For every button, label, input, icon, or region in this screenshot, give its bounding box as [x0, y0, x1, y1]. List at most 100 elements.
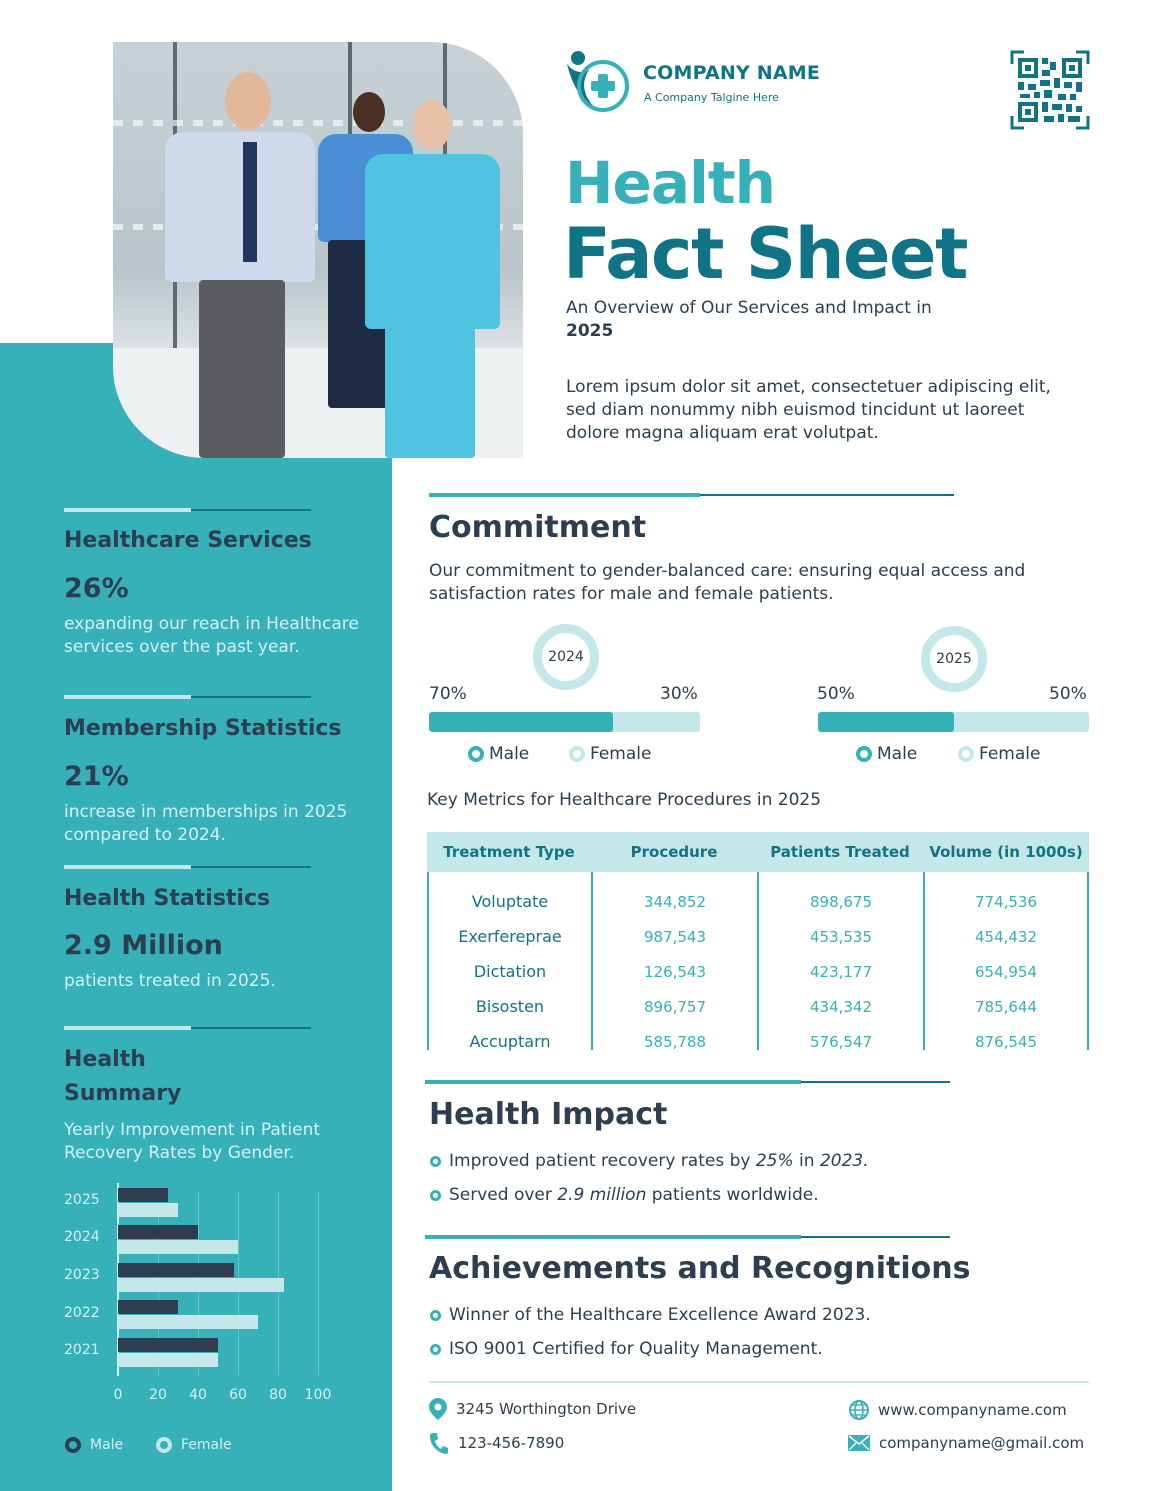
qr-code-icon[interactable]: [1010, 50, 1090, 130]
chart-bar-female-2025: [118, 1203, 178, 1217]
healthcare-services-stat: 26%: [64, 573, 129, 604]
table-cell: 654,954: [974, 963, 1038, 981]
table-cell: 423,177: [809, 963, 873, 981]
chart-x-label: 40: [189, 1387, 207, 1403]
chart-x-label: 80: [269, 1387, 287, 1403]
section-divider: [425, 1080, 950, 1084]
sidebar-divider: [64, 1026, 311, 1030]
sidebar-panel: [0, 343, 392, 1491]
membership-statistics-heading: Membership Statistics: [64, 716, 342, 741]
bullet-icon: [430, 1189, 441, 1201]
health-summary-heading: Health Summary: [64, 1043, 181, 1111]
healthcare-services-description: expanding our reach in Healthcare servic…: [64, 614, 359, 657]
contact-phone[interactable]: 123-456-7890: [429, 1432, 564, 1454]
company-name: COMPANY NAME: [643, 62, 821, 84]
contact-website[interactable]: www.companyname.com: [849, 1400, 1067, 1420]
male-dot-icon: [856, 746, 872, 762]
company-tagline: A Company Talgine Here: [644, 91, 779, 104]
chart-gridline: [318, 1192, 319, 1375]
table-cell: 453,535: [809, 928, 873, 946]
chart-legend-female-label: Female: [181, 1437, 232, 1453]
treatment-type-cell: Accuptarn: [469, 1032, 551, 1051]
subtitle-year: 2025: [566, 321, 614, 341]
impact-emphasis: 25%: [755, 1151, 794, 1171]
commitment-heading: Commitment: [429, 510, 647, 545]
chart-bar-male-2022: [118, 1300, 178, 1314]
chart-x-label: 0: [113, 1387, 123, 1403]
impact-item: Improved patient recovery rates by 25% i…: [430, 1151, 869, 1171]
table-cell: 876,545: [974, 1033, 1038, 1051]
gender-bar-2024: [429, 712, 700, 732]
table-cell: 344,852: [643, 893, 707, 911]
male-dot-icon: [468, 746, 484, 762]
chart-x-label: 100: [304, 1387, 332, 1403]
legend-male-2024: Male: [468, 744, 529, 764]
achievement-text: ISO 9001 Certified for Quality Managemen…: [449, 1339, 823, 1359]
email-icon: [848, 1435, 870, 1451]
table-cell: 454,432: [974, 928, 1038, 946]
gender-bar-2025: [818, 712, 1089, 732]
table-cell: 896,757: [643, 998, 707, 1016]
impact-emphasis: 2.9 million: [557, 1185, 647, 1205]
table-cell: 434,342: [809, 998, 873, 1016]
website-link[interactable]: www.companyname.com: [878, 1401, 1067, 1419]
column-header: Patients Treated: [770, 843, 910, 861]
legend-male-2025: Male: [856, 744, 917, 764]
chart-bar-male-2023: [118, 1263, 234, 1277]
chart-x-label: 20: [149, 1387, 167, 1403]
impact-text: Improved patient recovery rates by: [449, 1151, 751, 1171]
legend-male-label: Male: [489, 744, 530, 764]
title-fact-sheet: Fact Sheet: [563, 213, 968, 295]
commitment-description: Our commitment to gender-balanced care: …: [429, 561, 1026, 604]
bullet-icon: [430, 1155, 441, 1167]
sidebar-divider: [64, 865, 311, 869]
chart-y-label: 2025: [64, 1192, 100, 1208]
health-summary-heading-line2: Summary: [64, 1081, 182, 1106]
health-statistics-stat: 2.9 Million: [64, 930, 223, 961]
table-cell: 576,547: [809, 1033, 873, 1051]
hero-photo-medical-staff: [113, 42, 523, 458]
female-dot-icon: [958, 746, 974, 762]
table-header: Treatment Type Procedure Patients Treate…: [427, 832, 1089, 872]
address-text: 3245 Worthington Drive: [456, 1400, 637, 1418]
bullet-icon: [430, 1309, 441, 1321]
chart-y-label: 2024: [64, 1229, 100, 1245]
globe-icon: [849, 1400, 869, 1420]
treatment-type-cell: Exerfereprae: [458, 927, 562, 946]
table-column: Voluptate Exerfereprae Dictation Bisosten Ac…: [427, 872, 591, 1051]
legend-female-2025: Female: [958, 744, 1040, 764]
section-divider: [425, 1235, 950, 1239]
sidebar-divider: [64, 508, 311, 512]
health-summary-description: Yearly Improvement in Patient Recovery R…: [64, 1120, 321, 1163]
achievement-item: Winner of the Healthcare Excellence Awar…: [430, 1305, 871, 1325]
male-percentage-2024: 70%: [429, 684, 467, 704]
health-impact-heading: Health Impact: [429, 1097, 668, 1132]
male-legend-icon: [65, 1437, 81, 1453]
treatment-type-cell: Voluptate: [471, 892, 549, 911]
health-summary-heading-line1: Health: [64, 1047, 146, 1072]
table-cell: 585,788: [643, 1033, 707, 1051]
contact-email[interactable]: companyname@gmail.com: [848, 1434, 1084, 1452]
table-cell: 774,536: [974, 893, 1038, 911]
table-column: 344,852 987,543 126,543 896,757 585,788: [591, 872, 757, 1051]
year-badge-2025: 2025: [921, 626, 987, 692]
table-cell: 785,644: [974, 998, 1038, 1016]
intro-paragraph: Lorem ipsum dolor sit amet, consectetuer…: [566, 377, 1051, 443]
table-cell: 987,543: [643, 928, 707, 946]
table-column: 898,675 453,535 423,177 434,342 576,547: [757, 872, 923, 1051]
achievements-heading: Achievements and Recognitions: [429, 1251, 971, 1286]
column-header: Treatment Type: [443, 843, 575, 861]
health-statistics-description: patients treated in 2025.: [64, 971, 276, 991]
year-badge-2024: 2024: [533, 624, 599, 690]
impact-text: patients worldwide.: [646, 1185, 819, 1205]
phone-text: 123-456-7890: [458, 1434, 565, 1452]
email-link[interactable]: companyname@gmail.com: [879, 1434, 1085, 1452]
company-logo-icon: [567, 51, 629, 112]
chart-y-label: 2021: [64, 1342, 100, 1358]
legend-female-label: Female: [979, 744, 1041, 764]
bullet-icon: [430, 1343, 441, 1355]
chart-bar-male-2021: [118, 1338, 218, 1352]
chart-bar-male-2024: [118, 1225, 198, 1239]
chart-legend-female: Female: [156, 1437, 232, 1453]
chart-y-label: 2022: [64, 1305, 100, 1321]
